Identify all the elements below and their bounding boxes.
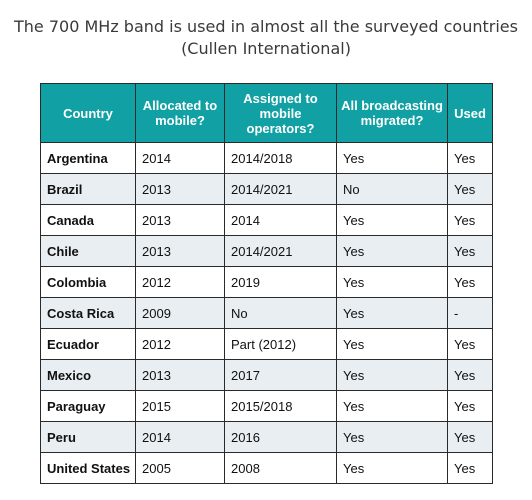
table-row: Argentina 2014 2014/2018 Yes Yes (40, 142, 493, 174)
cell-allocated: 2012 (135, 328, 225, 360)
cell-country: Chile (40, 235, 136, 267)
cell-allocated: 2005 (135, 452, 225, 484)
cell-migrated: No (336, 173, 448, 205)
cell-used: Yes (447, 235, 493, 267)
header-migrated: All broadcasting migrated? (336, 83, 448, 143)
cell-country: Brazil (40, 173, 136, 205)
table-row: Chile 2013 2014/2021 Yes Yes (40, 235, 493, 267)
cell-migrated: Yes (336, 421, 448, 453)
table-row: Brazil 2013 2014/2021 No Yes (40, 173, 493, 205)
cell-allocated: 2013 (135, 173, 225, 205)
header-used: Used (447, 83, 493, 143)
chart-title: The 700 MHz band is used in almost all t… (0, 16, 532, 60)
cell-migrated: Yes (336, 297, 448, 329)
cell-allocated: 2014 (135, 421, 225, 453)
cell-country: United States (40, 452, 136, 484)
table-row: Paraguay 2015 2015/2018 Yes Yes (40, 390, 493, 422)
header-country: Country (40, 83, 136, 143)
cell-migrated: Yes (336, 266, 448, 298)
table-row: Mexico 2013 2017 Yes Yes (40, 359, 493, 391)
table-header-row: Country Allocated to mobile? Assigned to… (40, 83, 493, 143)
table-body: Argentina 2014 2014/2018 Yes Yes Brazil 2013 20… (40, 142, 493, 484)
table-row: United States 2005 2008 Yes Yes (40, 452, 493, 484)
table-row: Ecuador 2012 Part (2012) Yes Yes (40, 328, 493, 360)
cell-allocated: 2009 (135, 297, 225, 329)
table-row: Canada 2013 2014 Yes Yes (40, 204, 493, 236)
cell-used: Yes (447, 328, 493, 360)
cell-assigned: 2015/2018 (224, 390, 337, 422)
cell-country: Ecuador (40, 328, 136, 360)
cell-migrated: Yes (336, 235, 448, 267)
data-table: Country Allocated to mobile? Assigned to… (40, 83, 493, 484)
cell-migrated: Yes (336, 452, 448, 484)
cell-assigned: 2017 (224, 359, 337, 391)
cell-country: Costa Rica (40, 297, 136, 329)
table-row: Peru 2014 2016 Yes Yes (40, 421, 493, 453)
cell-allocated: 2014 (135, 142, 225, 174)
cell-allocated: 2012 (135, 266, 225, 298)
cell-used: - (447, 297, 493, 329)
cell-assigned: 2014/2021 (224, 173, 337, 205)
header-assigned: Assigned to mobile operators? (224, 83, 337, 143)
cell-assigned: 2014/2021 (224, 235, 337, 267)
cell-assigned: No (224, 297, 337, 329)
cell-allocated: 2013 (135, 235, 225, 267)
cell-migrated: Yes (336, 390, 448, 422)
cell-country: Mexico (40, 359, 136, 391)
cell-country: Argentina (40, 142, 136, 174)
cell-assigned: 2014/2018 (224, 142, 337, 174)
cell-used: Yes (447, 359, 493, 391)
cell-assigned: 2014 (224, 204, 337, 236)
cell-migrated: Yes (336, 359, 448, 391)
cell-allocated: 2013 (135, 359, 225, 391)
cell-used: Yes (447, 452, 493, 484)
cell-assigned: 2019 (224, 266, 337, 298)
cell-country: Peru (40, 421, 136, 453)
header-allocated: Allocated to mobile? (135, 83, 225, 143)
cell-assigned: 2016 (224, 421, 337, 453)
cell-used: Yes (447, 266, 493, 298)
title-line-2: (Cullen International) (181, 39, 351, 58)
cell-used: Yes (447, 204, 493, 236)
table-row: Colombia 2012 2019 Yes Yes (40, 266, 493, 298)
cell-used: Yes (447, 142, 493, 174)
cell-country: Colombia (40, 266, 136, 298)
table-row: Costa Rica 2009 No Yes - (40, 297, 493, 329)
cell-used: Yes (447, 173, 493, 205)
cell-country: Canada (40, 204, 136, 236)
cell-assigned: 2008 (224, 452, 337, 484)
cell-used: Yes (447, 421, 493, 453)
cell-allocated: 2015 (135, 390, 225, 422)
title-line-1: The 700 MHz band is used in almost all t… (14, 17, 518, 36)
cell-migrated: Yes (336, 142, 448, 174)
cell-migrated: Yes (336, 204, 448, 236)
cell-used: Yes (447, 390, 493, 422)
cell-country: Paraguay (40, 390, 136, 422)
cell-assigned: Part (2012) (224, 328, 337, 360)
cell-allocated: 2013 (135, 204, 225, 236)
cell-migrated: Yes (336, 328, 448, 360)
